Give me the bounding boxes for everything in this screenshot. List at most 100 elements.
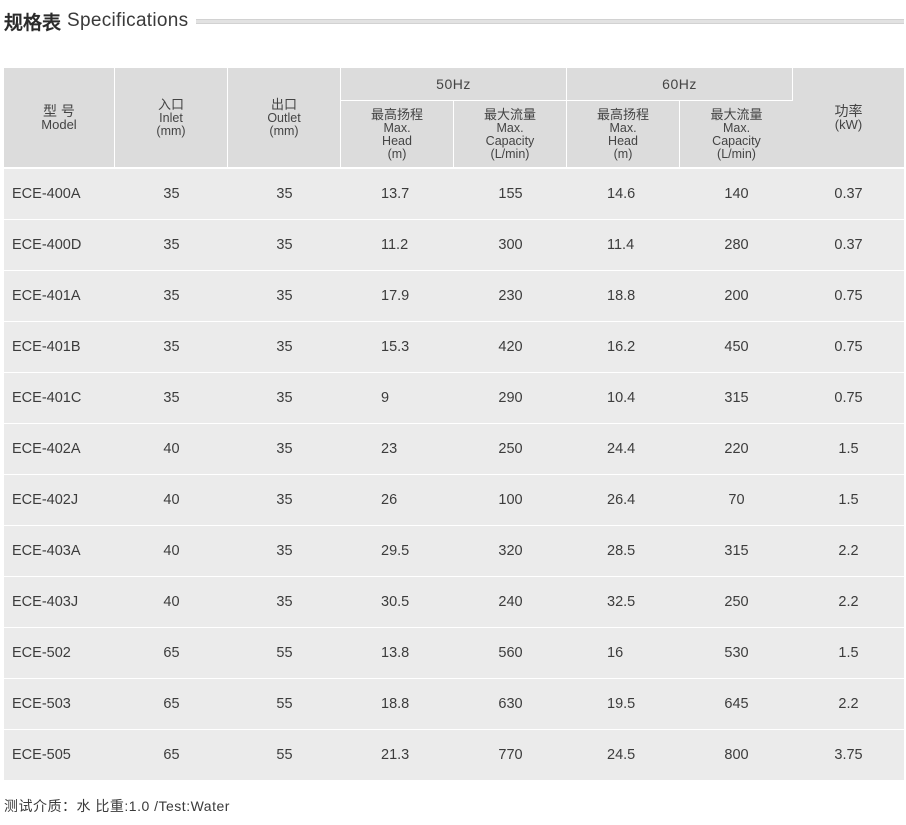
cell-60hz-capacity: 450 <box>680 321 793 372</box>
cell-50hz-head: 9 <box>341 372 454 423</box>
cell-60hz-capacity: 280 <box>680 219 793 270</box>
cell-outlet: 35 <box>228 474 341 525</box>
header-inlet-cn: 入口 <box>157 96 184 112</box>
header-power: 功率 (kW) <box>793 68 904 168</box>
cell-50hz-head: 26 <box>341 474 454 525</box>
header-capacity-cn: 最大流量 <box>483 106 536 122</box>
cell-60hz-capacity: 645 <box>680 678 793 729</box>
cell-50hz-head: 23 <box>341 423 454 474</box>
cell-50hz-head: 15.3 <box>341 321 454 372</box>
cell-60hz-head: 28.5 <box>567 525 680 576</box>
cell-inlet: 40 <box>115 576 228 627</box>
cell-50hz-capacity: 290 <box>454 372 567 423</box>
header-model: 型 号 Model <box>4 68 115 168</box>
header-inlet-en: Inlet <box>159 110 183 125</box>
cell-50hz-head: 13.7 <box>341 168 454 219</box>
cell-model: ECE-502 <box>4 627 115 678</box>
cell-60hz-capacity: 315 <box>680 372 793 423</box>
title-chinese: 规格表 <box>4 11 62 34</box>
cell-outlet: 35 <box>228 321 341 372</box>
cell-outlet: 35 <box>228 168 341 219</box>
header-model-en: Model <box>41 117 77 132</box>
header-60hz-capacity: 最大流量 Max. Capacity (L/min) <box>680 101 793 168</box>
cell-60hz-head: 14.6 <box>567 168 680 219</box>
table-row: ECE-403A 40 35 29.5 320 28.5 315 2.2 <box>4 525 904 576</box>
header-head-en1: Max. <box>609 120 637 135</box>
header-capacity-en1: Max. <box>722 120 751 135</box>
cell-50hz-capacity: 630 <box>454 678 567 729</box>
cell-power: 1.5 <box>793 474 904 525</box>
cell-50hz-head: 21.3 <box>341 729 454 780</box>
header-capacity-en2: Capacity <box>712 133 761 148</box>
cell-power: 0.75 <box>793 372 904 423</box>
cell-50hz-capacity: 770 <box>454 729 567 780</box>
header-capacity-unit: (L/min) <box>717 146 756 161</box>
cell-50hz-head: 17.9 <box>341 270 454 321</box>
header-power-unit: (kW) <box>834 117 863 132</box>
cell-50hz-head: 13.8 <box>341 627 454 678</box>
cell-inlet: 65 <box>115 627 228 678</box>
header-inlet-unit: (mm) <box>156 123 186 138</box>
cell-power: 3.75 <box>793 729 904 780</box>
header-outlet-cn: 出口 <box>270 96 297 112</box>
cell-inlet: 40 <box>115 525 228 576</box>
header-outlet: 出口 Outlet (mm) <box>228 68 341 168</box>
cell-model: ECE-503 <box>4 678 115 729</box>
header-head-en2: Head <box>608 133 638 148</box>
cell-outlet: 35 <box>228 423 341 474</box>
cell-model: ECE-402A <box>4 423 115 474</box>
header-60hz-head: 最高扬程 Max. Head (m) <box>567 101 680 168</box>
header-outlet-unit: (mm) <box>269 123 299 138</box>
cell-60hz-head: 18.8 <box>567 270 680 321</box>
cell-power: 0.37 <box>793 219 904 270</box>
specifications-table: 型 号 Model 入口 Inlet (mm) 出口 Outlet (mm) 5… <box>4 68 904 780</box>
header-50hz-capacity: 最大流量 Max. Capacity (L/min) <box>454 101 567 168</box>
cell-60hz-head: 24.4 <box>567 423 680 474</box>
table-header: 型 号 Model 入口 Inlet (mm) 出口 Outlet (mm) 5… <box>4 68 904 168</box>
cell-50hz-head: 11.2 <box>341 219 454 270</box>
cell-outlet: 35 <box>228 525 341 576</box>
cell-60hz-capacity: 250 <box>680 576 793 627</box>
cell-power: 0.75 <box>793 270 904 321</box>
table-row: ECE-401C 35 35 9 290 10.4 315 0.75 <box>4 372 904 423</box>
cell-outlet: 35 <box>228 576 341 627</box>
cell-60hz-capacity: 315 <box>680 525 793 576</box>
cell-60hz-capacity: 800 <box>680 729 793 780</box>
cell-50hz-capacity: 250 <box>454 423 567 474</box>
cell-model: ECE-400A <box>4 168 115 219</box>
header-50hz: 50Hz <box>341 68 567 101</box>
table-row: ECE-403J 40 35 30.5 240 32.5 250 2.2 <box>4 576 904 627</box>
cell-50hz-capacity: 240 <box>454 576 567 627</box>
cell-inlet: 40 <box>115 474 228 525</box>
cell-model: ECE-400D <box>4 219 115 270</box>
header-60hz: 60Hz <box>567 68 793 101</box>
cell-inlet: 35 <box>115 168 228 219</box>
cell-50hz-head: 30.5 <box>341 576 454 627</box>
cell-50hz-head: 29.5 <box>341 525 454 576</box>
test-medium-note: 测试介质：水 比重:1.0 /Test:Water <box>4 798 230 814</box>
cell-power: 2.2 <box>793 525 904 576</box>
header-head-unit: (m) <box>387 146 407 161</box>
table-row: ECE-401B 35 35 15.3 420 16.2 450 0.75 <box>4 321 904 372</box>
header-head-cn: 最高扬程 <box>596 106 649 122</box>
cell-inlet: 65 <box>115 729 228 780</box>
table-row: ECE-401A 35 35 17.9 230 18.8 200 0.75 <box>4 270 904 321</box>
cell-50hz-capacity: 320 <box>454 525 567 576</box>
cell-inlet: 35 <box>115 270 228 321</box>
cell-power: 0.75 <box>793 321 904 372</box>
table-row: ECE-503 65 55 18.8 630 19.5 645 2.2 <box>4 678 904 729</box>
cell-outlet: 35 <box>228 372 341 423</box>
header-inlet: 入口 Inlet (mm) <box>115 68 228 168</box>
cell-inlet: 35 <box>115 219 228 270</box>
table-body: ECE-400A 35 35 13.7 155 14.6 140 0.37 ECE-400D 35… <box>4 168 904 780</box>
header-outlet-en: Outlet <box>267 110 301 125</box>
cell-outlet: 55 <box>228 627 341 678</box>
table-row: ECE-400D 35 35 11.2 300 11.4 280 0.37 <box>4 219 904 270</box>
cell-50hz-capacity: 230 <box>454 270 567 321</box>
cell-power: 1.5 <box>793 423 904 474</box>
cell-50hz-capacity: 560 <box>454 627 567 678</box>
cell-model: ECE-403A <box>4 525 115 576</box>
cell-power: 0.37 <box>793 168 904 219</box>
cell-outlet: 35 <box>228 219 341 270</box>
table-row: ECE-402A 40 35 23 250 24.4 220 1.5 <box>4 423 904 474</box>
